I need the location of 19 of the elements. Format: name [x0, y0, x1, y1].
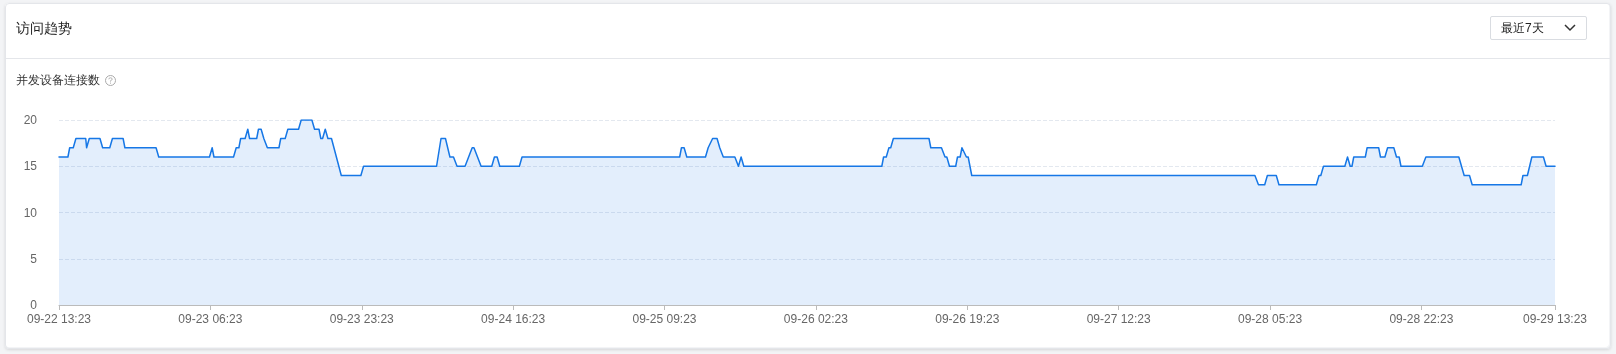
text: 最近7天 — [1501, 19, 1544, 37]
chart-subtitle: 并发设备连接数 — [16, 72, 100, 89]
y-tick-label: 15 — [23, 159, 38, 174]
x-tick-label: 09-25 09:23 — [632, 312, 697, 326]
x-tick-label: 09-26 19:23 — [935, 312, 1000, 326]
y-tick-label: 10 — [23, 205, 38, 220]
x-tick-label: 09-22 13:23 — [26, 312, 92, 326]
chart-title: 访问趋势 — [16, 20, 72, 38]
y-tick-label: 20 — [23, 113, 38, 127]
x-tick-label: 09-26 02:23 — [783, 312, 849, 326]
x-tick-label: 09-28 05:23 — [1238, 312, 1303, 326]
x-tick-label: 09-29 13:23 — [1522, 312, 1588, 326]
x-tick-label: 09-23 23:23 — [329, 312, 395, 326]
x-tick-label: 09-24 16:23 — [481, 312, 546, 326]
x-tick-label: 09-23 06:23 — [178, 312, 243, 326]
x-tick-label: 09-27 12:23 — [1086, 312, 1152, 326]
y-tick-label: 0 — [30, 298, 38, 312]
y-tick-label: 5 — [30, 251, 38, 266]
x-tick-label: 09-28 22:23 — [1389, 312, 1454, 326]
